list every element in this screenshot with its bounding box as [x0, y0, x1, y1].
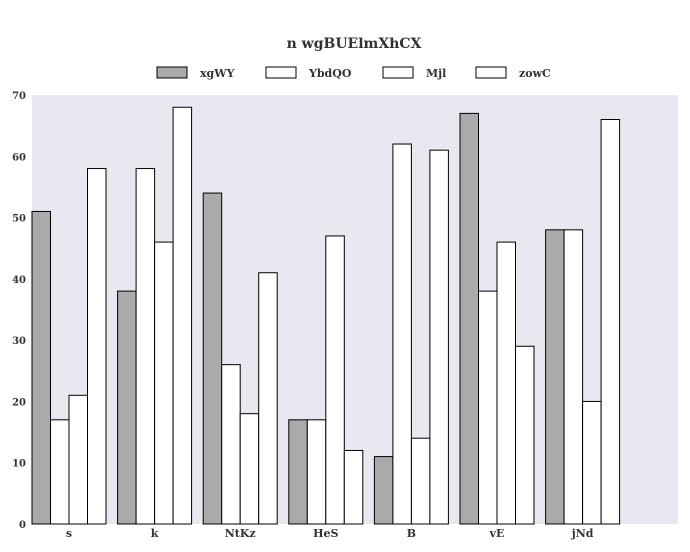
y-tick-label: 40 — [12, 275, 26, 286]
bar-YbdQO-HeS — [306, 419, 327, 525]
x-tick-label: k — [151, 527, 159, 540]
bar-zowC-vE — [515, 345, 535, 525]
legend-swatch-Mjl — [382, 66, 414, 79]
legend-label-zowC: zowC — [519, 67, 551, 80]
bar-zowC-s — [87, 168, 107, 525]
y-tick-label: 0 — [19, 520, 26, 531]
legend-swatch-zowC — [475, 66, 507, 79]
y-tick-label: 10 — [12, 459, 26, 470]
bar-Mjl-s — [68, 394, 88, 525]
x-tick-label: jNd — [571, 527, 594, 540]
chart-title: n wgBUElmXhCX — [287, 36, 422, 52]
bar-Mjl-NtKz — [239, 413, 260, 525]
bar-xgWY-k — [117, 290, 137, 525]
legend-label-Mjl: Mjl — [426, 67, 446, 80]
bar-Mjl-k — [154, 241, 174, 525]
bar-zowC-HeS — [343, 449, 364, 525]
bar-zowC-NtKz — [258, 272, 278, 525]
x-tick-label: NtKz — [225, 527, 256, 540]
bar-zowC-B — [429, 149, 449, 525]
y-tick-label: 20 — [12, 397, 26, 408]
y-axis: 0 10 20 30 40 50 60 70 — [12, 91, 26, 531]
bar-YbdQO-B — [392, 143, 412, 525]
bar-zowC-jNd — [600, 119, 621, 525]
bar-xgWY-HeS — [288, 419, 308, 525]
bar-Mjl-HeS — [325, 235, 345, 525]
bars — [31, 106, 621, 525]
bar-xgWY-jNd — [545, 229, 565, 525]
bar-YbdQO-s — [50, 419, 70, 525]
bar-YbdQO-vE — [478, 290, 498, 525]
y-tick-label: 70 — [12, 91, 26, 102]
x-tick-label: vE — [489, 527, 505, 540]
bar-Mjl-jNd — [582, 400, 602, 525]
bar-YbdQO-NtKz — [221, 364, 241, 525]
x-tick-label: s — [66, 527, 72, 540]
bar-zowC-k — [172, 106, 193, 525]
bar-xgWY-NtKz — [202, 192, 223, 525]
bar-YbdQO-jNd — [563, 229, 584, 525]
x-tick-label: B — [407, 527, 416, 540]
y-tick-label: 50 — [12, 214, 26, 225]
bar-xgWY-vE — [459, 112, 479, 525]
legend: xgWY YbdQO Mjl zowC — [156, 66, 551, 80]
bar-Mjl-vE — [496, 241, 516, 525]
legend-swatch-xgWY — [156, 66, 188, 79]
x-tick-label: HeS — [313, 527, 338, 540]
bar-xgWY-B — [373, 456, 394, 525]
legend-label-YbdQO: YbdQO — [308, 67, 352, 80]
legend-label-xgWY: xgWY — [200, 67, 235, 80]
legend-swatch-YbdQO — [265, 66, 297, 79]
bar-YbdQO-k — [135, 168, 156, 525]
bar-xgWY-s — [31, 210, 51, 525]
bar-Mjl-B — [410, 437, 431, 525]
y-tick-label: 30 — [12, 336, 26, 347]
y-tick-label: 60 — [12, 152, 26, 163]
